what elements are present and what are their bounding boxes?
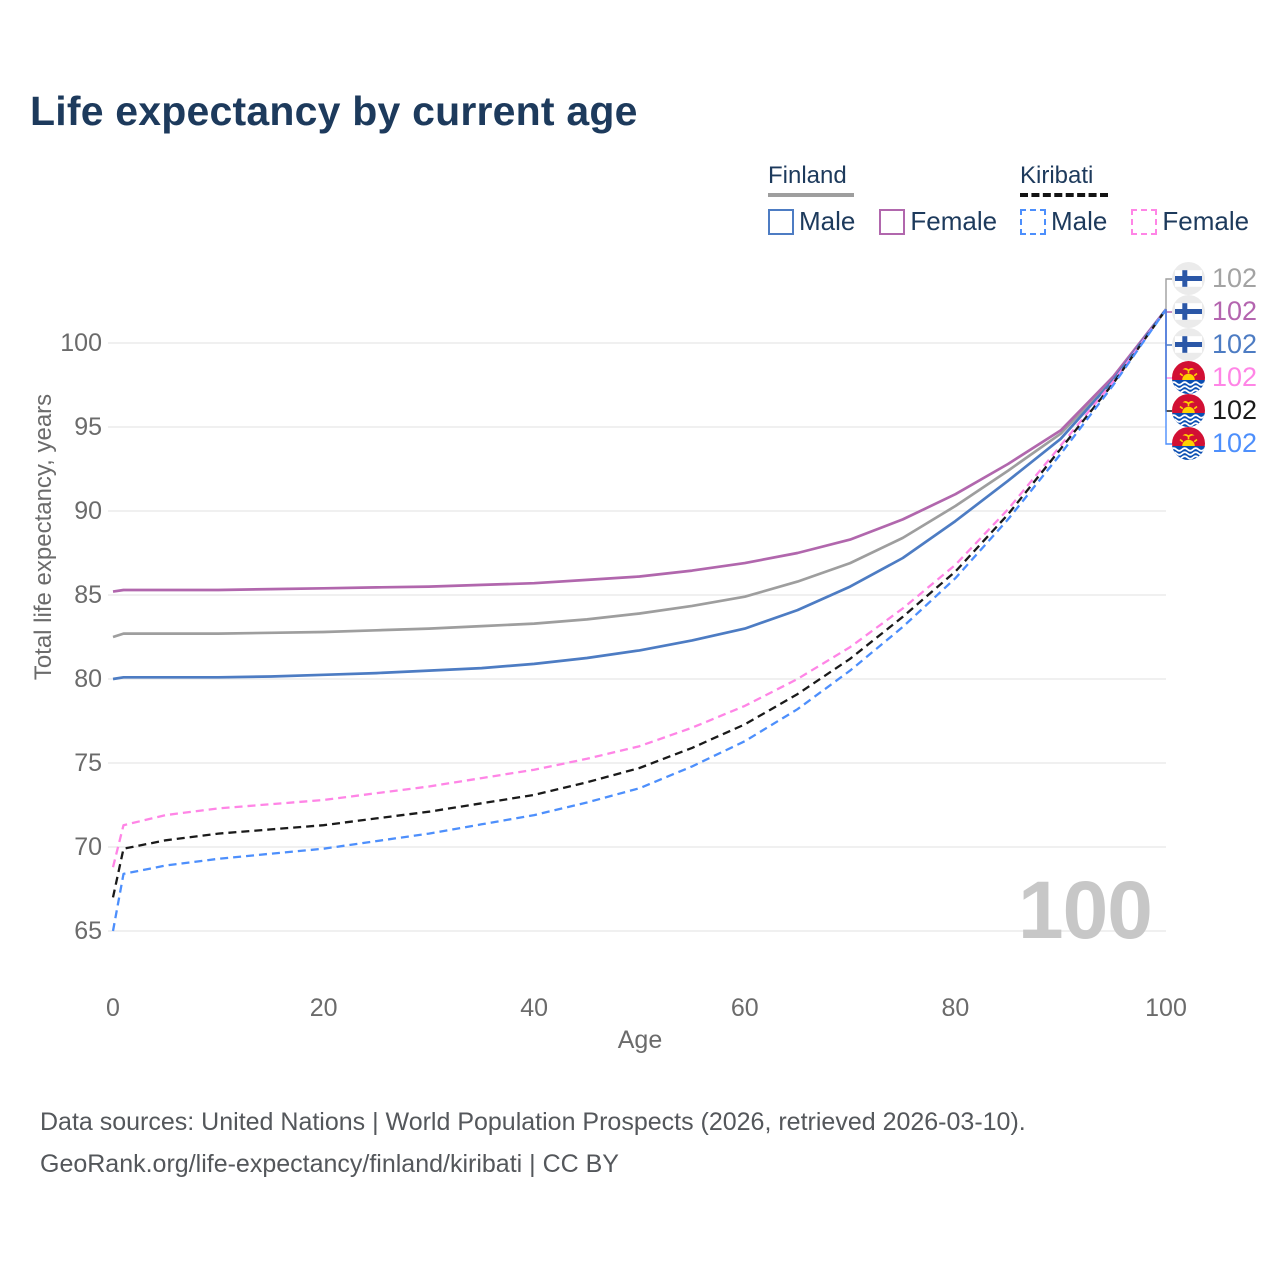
legend-item-finland-male: Male [768,206,855,237]
y-tick-label: 95 [74,413,102,441]
y-tick-label: 65 [74,917,102,945]
legend-kiribati-dashed-line-sample [1020,193,1108,197]
age-counter-watermark: 100 [1018,865,1153,956]
kiribati-flag-icon [1172,361,1205,394]
legend-finland-solid-line-sample [768,193,854,197]
y-axis-title: Total life expectancy, years [30,393,57,681]
series-end-value: 102 [1212,263,1258,293]
kiribati-flag-icon [1172,394,1205,427]
kiribati-female-swatch-icon [1131,208,1158,235]
x-tick-label: 20 [309,994,338,1022]
legend-item-kiribati-female: Female [1131,206,1249,237]
legend-item-label: Female [1162,206,1250,236]
end-label-row-finland-male: 102 [1172,328,1257,361]
finland-flag-icon [1172,328,1205,361]
series-line-finland-male [112,308,1168,681]
end-label-row-kiribati-female: 102 [1172,361,1257,394]
data-sources-text: Data sources: United Nations | World Pop… [40,1108,1026,1136]
series-line-finland-both [112,308,1168,639]
legend-item-label: Male [799,206,856,236]
kiribati-flag-icon [1172,427,1205,460]
kiribati-flag-icon [1172,427,1205,460]
kiribati-flag-icon [1172,394,1205,427]
legend-country-kiribati-label: Kiribati [1020,162,1094,189]
finland-female-swatch-icon [879,208,906,235]
y-tick-label: 100 [60,329,102,357]
y-tick-label: 70 [74,833,102,861]
end-label-leader-line [1165,278,1172,310]
x-axis-title: Age [617,1026,663,1054]
end-label-row-finland-female: 102 [1172,295,1257,328]
end-label-row-finland-both: 102 [1172,262,1257,295]
kiribati-flag-icon [1172,361,1205,394]
series-line-kiribati-female [111,308,1167,868]
legend-item-label: Female [910,206,998,236]
finland-flag-icon [1172,295,1205,328]
series-end-value: 102 [1212,362,1258,392]
kiribati-male-swatch-icon [1020,208,1046,235]
legend-item-label: Male [1051,206,1108,236]
legend-group-kiribati: Kiribati Male Female [1020,162,1249,237]
end-label-leader-line [1165,309,1172,445]
series-end-value: 102 [1212,428,1258,458]
end-label-row-kiribati-male: 102 [1172,427,1257,460]
legend-group-finland: Finland Male Female [768,162,997,237]
x-tick-label: 0 [106,994,120,1022]
x-tick-label: 40 [520,994,549,1022]
finland-flag-icon [1172,295,1205,328]
end-label-row-kiribati-both: 102 [1172,394,1257,427]
legend-country-finland-label: Finland [768,162,847,189]
y-tick-label: 90 [74,497,102,525]
finland-flag-icon [1172,262,1205,295]
y-tick-label: 85 [74,581,102,609]
legend-item-finland-female: Female [879,206,997,237]
series-end-value: 102 [1212,296,1258,326]
series-end-value: 102 [1212,329,1258,359]
finland-flag-icon [1172,328,1205,361]
y-tick-label: 80 [74,665,102,693]
series-line-kiribati-male [111,308,1167,932]
y-tick-label: 75 [74,749,102,777]
x-tick-label: 60 [730,994,759,1022]
legend-item-kiribati-male: Male [1020,206,1107,237]
series-line-finland-female [112,308,1168,593]
series-line-kiribati-both [111,308,1167,898]
finland-flag-icon [1172,262,1205,295]
x-tick-label: 80 [941,994,970,1022]
attribution-text: GeoRank.org/life-expectancy/finland/kiri… [40,1150,619,1178]
chart-title: Life expectancy by current age [30,88,638,134]
series-end-value: 102 [1212,395,1258,425]
finland-male-swatch-icon [768,208,794,235]
x-tick-label: 100 [1145,994,1187,1022]
